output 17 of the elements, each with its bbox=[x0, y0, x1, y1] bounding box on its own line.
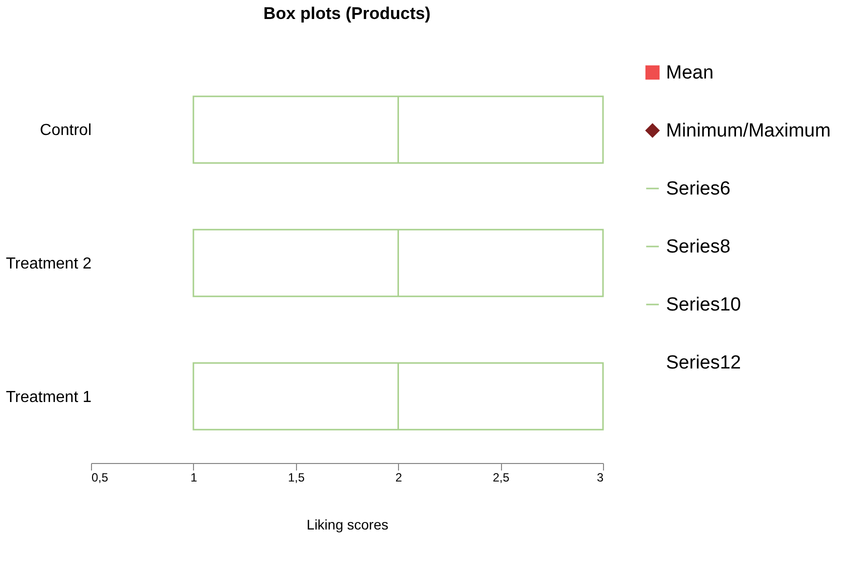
x-tick-label: 1 bbox=[190, 470, 198, 484]
chart-title: Box plots (Products) bbox=[263, 4, 431, 23]
x-tick-label: 0,5 bbox=[92, 470, 109, 484]
legend-label: Mean bbox=[666, 62, 714, 84]
legend-label: Series6 bbox=[666, 178, 730, 200]
x-tick-label: 2,5 bbox=[492, 470, 510, 484]
x-axis-title: Liking scores bbox=[306, 516, 388, 532]
legend-label: Series8 bbox=[666, 236, 730, 258]
y-tick-label: Treatment 2 bbox=[6, 256, 92, 272]
y-tick-label: Control bbox=[40, 122, 92, 140]
x-tick-label: 2 bbox=[395, 470, 402, 484]
legend-label: Minimum/Maximum bbox=[666, 120, 831, 142]
legend-label: Series10 bbox=[666, 294, 741, 316]
x-tick-label: 1,5 bbox=[288, 470, 305, 484]
x-tick-label: 3 bbox=[596, 470, 604, 484]
text: Series12 bbox=[666, 352, 741, 374]
y-tick-label: Treatment 1 bbox=[6, 388, 92, 406]
